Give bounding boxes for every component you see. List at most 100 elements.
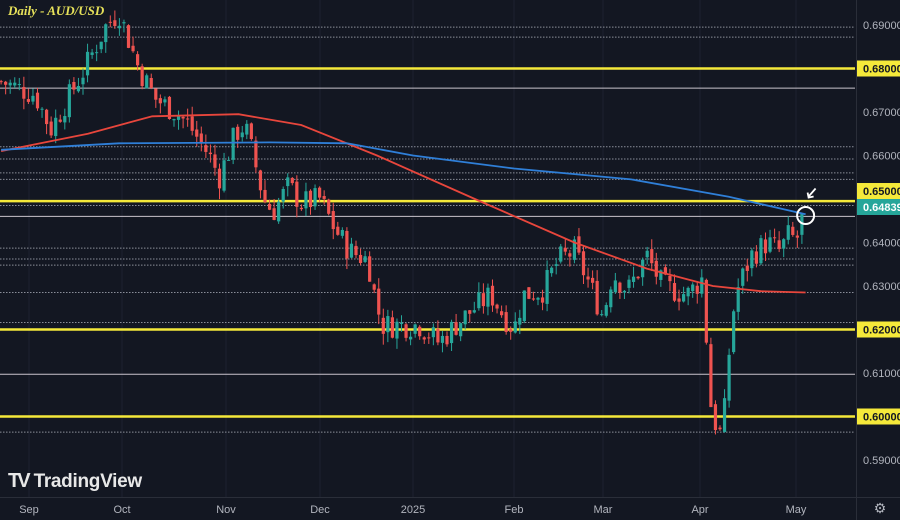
moving-average-red [0,113,806,294]
candle-body [745,265,749,271]
gear-icon[interactable]: ⚙ [873,500,887,516]
time-tick-label: Dec [310,504,330,516]
candle-body [536,297,540,300]
price-tick-label: 0.60000 [863,412,900,424]
candle-body [299,207,303,210]
candle-body [327,199,331,214]
candle-body [700,277,704,294]
candle-body [318,187,322,198]
time-tick-label: May [786,504,807,516]
candle-body [140,66,144,87]
candle-body [750,250,754,269]
candle-body [695,285,699,294]
time-tick-label: Nov [216,504,236,516]
candle-body [386,316,390,333]
candle-body [504,312,508,332]
candle-body [217,168,222,189]
candle-body [709,344,713,408]
candle-body [67,84,71,118]
candle-body [49,121,53,136]
candle-body [0,81,3,83]
candle-body [718,427,722,430]
candle-body [445,335,449,345]
candle-body [440,335,445,343]
candle-body [331,211,335,230]
candle-body [795,235,799,238]
candle-body [149,78,153,88]
candle-body [736,287,740,312]
candle-body [45,109,49,125]
candle-body [550,267,554,274]
candle-body [26,99,30,102]
candle-body [286,177,290,187]
candle-body [613,280,617,293]
candle-body [791,226,795,235]
price-label-highlight [857,183,900,200]
candle-body [304,191,308,209]
candle-body [741,268,745,286]
candle-body [249,123,253,140]
candle-body [158,98,162,104]
candle-body [759,238,763,264]
candle-body [568,253,572,257]
candle-body [563,247,567,252]
candle-body [627,279,631,288]
candle-body [622,290,627,293]
candle-body [254,140,258,168]
last-price-badge [857,199,900,216]
tradingview-logo[interactable]: TV TradingView [8,470,142,493]
candle-body [454,322,458,335]
candle-body [99,41,103,50]
candle-body [418,326,422,337]
candle-body [782,239,786,249]
candle-body [263,189,267,203]
candle-body [518,317,522,325]
candle-body [381,317,385,334]
candle-body [654,260,658,277]
brand-name: TradingView [33,470,143,492]
price-tick-label: 0.61000 [863,368,900,380]
candle-body [363,256,367,262]
price-tick-label: 0.65000 [863,186,900,198]
tradingview-logo-icon: TV [8,470,30,492]
price-label-highlight [857,408,900,425]
candle-body [172,119,176,121]
candle-body [727,354,731,401]
annotation-arrow-head [806,192,814,199]
price-label-highlight [857,321,900,338]
candle-body [463,310,467,325]
candle-body [663,267,667,275]
candle-body [554,264,558,266]
time-tick-label: Sep [19,504,39,516]
candle-body [126,25,131,48]
candles [0,10,804,435]
time-tick-label: Apr [691,504,708,516]
candle-body [459,323,463,337]
candle-body [81,77,85,85]
candle-body [236,126,240,140]
candle-body [258,170,263,191]
candle-body [8,82,12,86]
candle-body [76,85,81,92]
candle-body [732,311,736,353]
candle-body [154,88,158,100]
candle-body [186,118,190,120]
candle-body [136,54,140,66]
candle-body [231,127,235,160]
candle-body [204,145,208,152]
candle-body [572,239,576,260]
candle-body [559,246,563,262]
candle-body [686,287,690,297]
candle-body [368,256,372,282]
candle-body [600,314,604,316]
candle-body [522,290,526,322]
candle-body [4,81,8,85]
candle-body [345,230,349,259]
candle-body [659,270,663,280]
candle-body [786,225,790,240]
time-tick-label: Mar [594,504,613,516]
candle-body [495,304,499,309]
candle-body [509,329,513,332]
